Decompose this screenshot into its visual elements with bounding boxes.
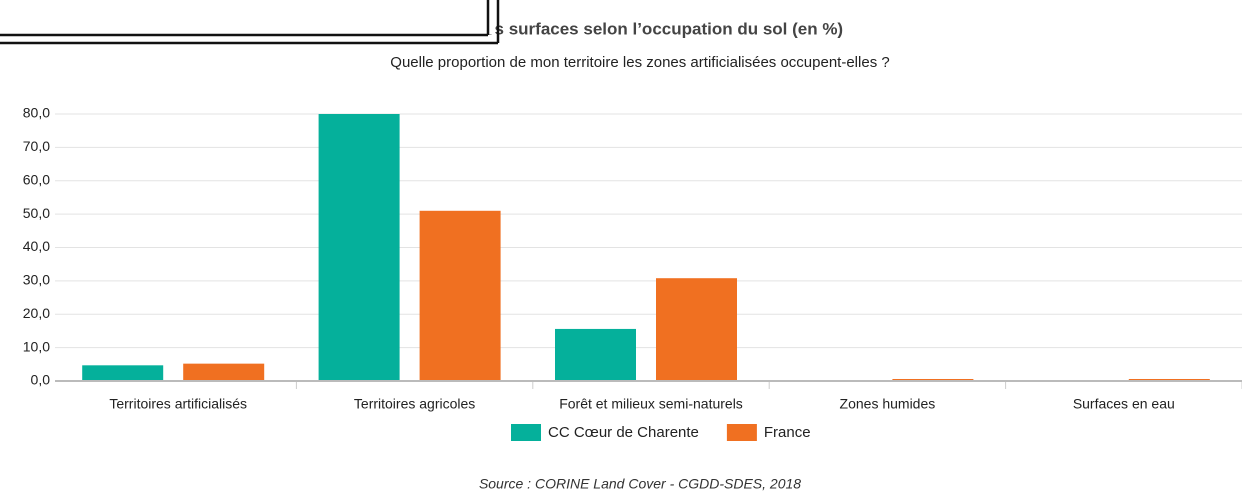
y-tick-label: 50,0 — [23, 205, 50, 221]
bar — [183, 363, 265, 381]
y-tick-label: 60,0 — [23, 171, 50, 187]
plot: 0,0 10,0 20,0 30,0 40,0 50,0 60,0 70,0 80,0 Terri… — [23, 105, 1242, 441]
legend-swatch — [511, 424, 541, 441]
legend-label: CC Cœur de Charente — [548, 424, 699, 441]
legend-swatch — [726, 424, 757, 441]
x-tick-label: Forêt et milieux semi-naturels — [559, 396, 743, 412]
bar — [555, 328, 636, 381]
y-tick-label: 40,0 — [23, 238, 50, 254]
bar — [656, 278, 737, 381]
x-tick-label: Territoires agricoles — [354, 396, 475, 412]
bar — [419, 210, 501, 381]
chart-subtitle: Quelle proportion de mon territoire les … — [390, 54, 889, 71]
y-tick-label: 80,0 — [23, 105, 50, 121]
overlay-fill — [0, 0, 495, 34]
y-tick-label: 20,0 — [23, 305, 50, 321]
source: Source : CORINE Land Cover - CGDD-SDES, … — [479, 476, 801, 492]
y-tick-label: 10,0 — [23, 338, 50, 354]
y-tick-label: 0,0 — [31, 372, 51, 388]
legend-label: France — [764, 424, 811, 441]
x-tick-label: Territoires artificialisés — [109, 396, 247, 412]
bar — [892, 378, 974, 381]
x-tick-label: Surfaces en eau — [1073, 396, 1175, 412]
y-tick-label: 30,0 — [23, 272, 50, 288]
overlay-frame — [0, 0, 500, 45]
y-tick-label: 70,0 — [23, 138, 50, 154]
x-tick-label: Zones humides — [840, 396, 936, 412]
bar — [82, 365, 164, 381]
chart-title: Part des surfaces selon l’occupation du … — [437, 19, 843, 38]
bar — [318, 114, 400, 381]
bar — [1128, 378, 1210, 381]
